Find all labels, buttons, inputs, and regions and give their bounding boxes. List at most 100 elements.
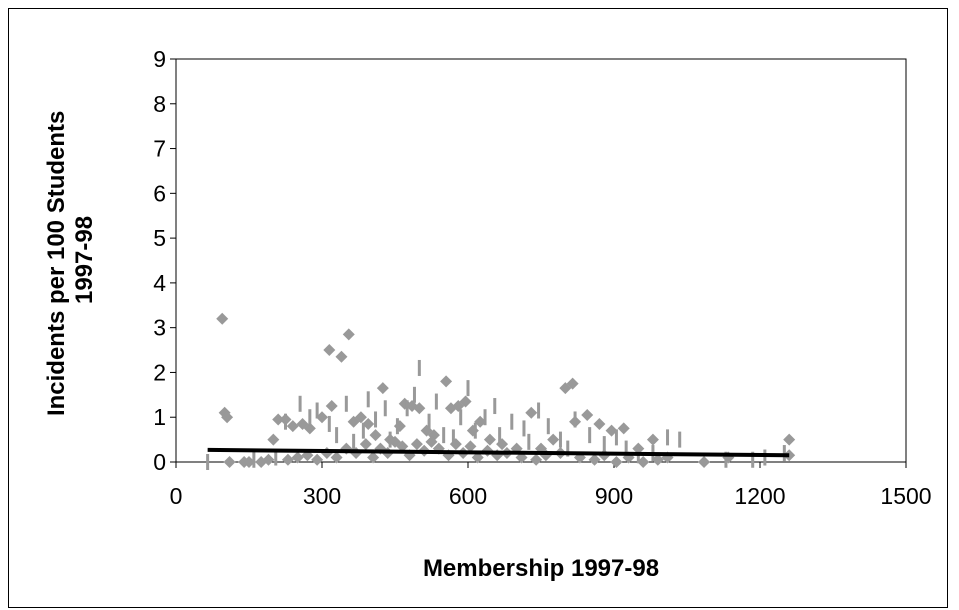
- data-point-dash: [751, 451, 755, 468]
- data-point-diamond: [243, 456, 255, 468]
- data-point-dash: [473, 422, 477, 439]
- data-point-dash: [527, 433, 531, 450]
- data-point-diamond: [410, 438, 423, 451]
- data-point-diamond: [530, 453, 543, 466]
- data-point-diamond: [216, 312, 229, 325]
- x-tick-label: 300: [303, 483, 341, 509]
- data-point-dash: [274, 449, 278, 466]
- data-point-diamond: [393, 420, 406, 433]
- data-point-diamond: [464, 440, 477, 453]
- data-point-diamond: [581, 408, 594, 421]
- data-point-dash: [284, 413, 287, 430]
- data-point-diamond: [335, 350, 348, 363]
- data-point-dash: [206, 454, 210, 470]
- data-point-diamond: [474, 415, 487, 428]
- trend-line: [207, 447, 790, 458]
- data-point-dash: [782, 445, 786, 462]
- data-point-diamond: [588, 453, 601, 466]
- y-tick-label: 4: [153, 270, 166, 296]
- data-point-diamond: [323, 344, 336, 357]
- data-point-dash: [417, 359, 421, 376]
- data-point-dash: [442, 427, 446, 444]
- x-tick-label: 1200: [734, 483, 785, 509]
- data-point-diamond: [362, 417, 375, 430]
- plot-area: [175, 58, 907, 463]
- data-point-dash: [352, 433, 356, 450]
- data-point-dash: [383, 400, 387, 417]
- data-point-dash: [434, 393, 438, 410]
- data-point-dash: [388, 431, 392, 448]
- data-point-diamond: [637, 456, 650, 468]
- y-tick-label: 5: [153, 225, 166, 251]
- data-point-dash: [459, 409, 463, 426]
- data-point-dash: [763, 449, 767, 466]
- y-axis: 0 1 2 3 4 5 6 7 8 9: [153, 46, 176, 475]
- data-point-diamond: [783, 433, 796, 446]
- data-point-diamond: [471, 451, 484, 464]
- data-point-diamond: [698, 456, 711, 468]
- data-point-dash: [252, 451, 256, 468]
- data-point-diamond: [342, 328, 355, 341]
- data-point-dash: [405, 400, 409, 417]
- data-point-dash: [498, 427, 502, 444]
- data-point-dash: [624, 440, 628, 457]
- data-point-dash: [678, 431, 682, 448]
- data-point-dash: [537, 402, 541, 419]
- data-point-dash: [493, 398, 497, 415]
- data-point-diamond: [593, 417, 606, 430]
- y-tick-label: 2: [153, 359, 166, 385]
- x-axis: 0 300 600 900 1200 1500: [170, 462, 932, 509]
- x-tick-label: 0: [170, 483, 183, 509]
- data-point-diamond: [646, 433, 659, 446]
- data-point-diamond: [221, 411, 234, 424]
- data-point-dash: [427, 413, 431, 430]
- y-tick-label: 7: [153, 136, 166, 162]
- data-point-diamond: [325, 400, 338, 413]
- data-point-dash: [573, 411, 577, 428]
- data-point-diamond: [396, 440, 409, 453]
- data-point-dash: [412, 386, 416, 403]
- data-point-dash: [602, 436, 606, 453]
- data-point-dash: [395, 418, 399, 435]
- data-point-diamond: [651, 453, 664, 466]
- data-point-diamond: [316, 411, 328, 424]
- data-point-diamond: [413, 402, 426, 415]
- data-point-dash: [566, 440, 570, 457]
- y-tick-label: 0: [153, 449, 166, 475]
- data-point-diamond: [525, 406, 538, 419]
- data-point-diamond: [459, 395, 472, 408]
- data-point-dash: [361, 422, 365, 439]
- data-point-dash: [366, 391, 370, 408]
- data-point-diamond: [286, 420, 299, 433]
- data-point-diamond: [605, 424, 618, 437]
- data-point-diamond: [566, 377, 579, 390]
- y-axis-title: Incidents per 100 Students 1997-98: [43, 104, 98, 416]
- data-point-diamond: [272, 413, 285, 426]
- data-point-diamond: [449, 438, 462, 451]
- data-point-diamond: [330, 451, 343, 464]
- data-point-diamond: [311, 453, 324, 466]
- data-point-dash: [298, 395, 302, 412]
- scatter-chart: 0 1 2 3 4 5 6 7 8 9 0 300 600 900 1200 1500 Membership…: [43, 46, 932, 582]
- data-point-dash: [666, 429, 670, 446]
- y-tick-label: 9: [153, 46, 166, 72]
- data-point-diamond: [425, 435, 438, 448]
- data-point-dash: [614, 429, 618, 446]
- data-point-dash: [466, 380, 470, 397]
- data-point-diamond: [617, 422, 630, 435]
- data-point-dash: [344, 395, 348, 412]
- data-point-dash: [483, 409, 487, 426]
- data-point-diamond: [354, 411, 367, 424]
- y-tick-label: 8: [153, 91, 166, 117]
- chart-frame: 0 1 2 3 4 5 6 7 8 9 0 300 600 900 1200 1500 Membership…: [8, 8, 948, 608]
- y-tick-label: 3: [153, 315, 166, 341]
- data-point-diamond: [440, 375, 453, 388]
- data-point-diamond: [367, 451, 380, 464]
- y-axis-title-line-1: Incidents per 100 Students: [43, 111, 70, 416]
- data-point-dash: [335, 427, 339, 444]
- data-point-diamond: [303, 422, 316, 435]
- data-point-dash: [451, 429, 455, 446]
- y-axis-title-line-2: 1997-98: [71, 216, 98, 304]
- data-point-diamond: [376, 382, 389, 395]
- y-tick-label: 1: [153, 404, 166, 430]
